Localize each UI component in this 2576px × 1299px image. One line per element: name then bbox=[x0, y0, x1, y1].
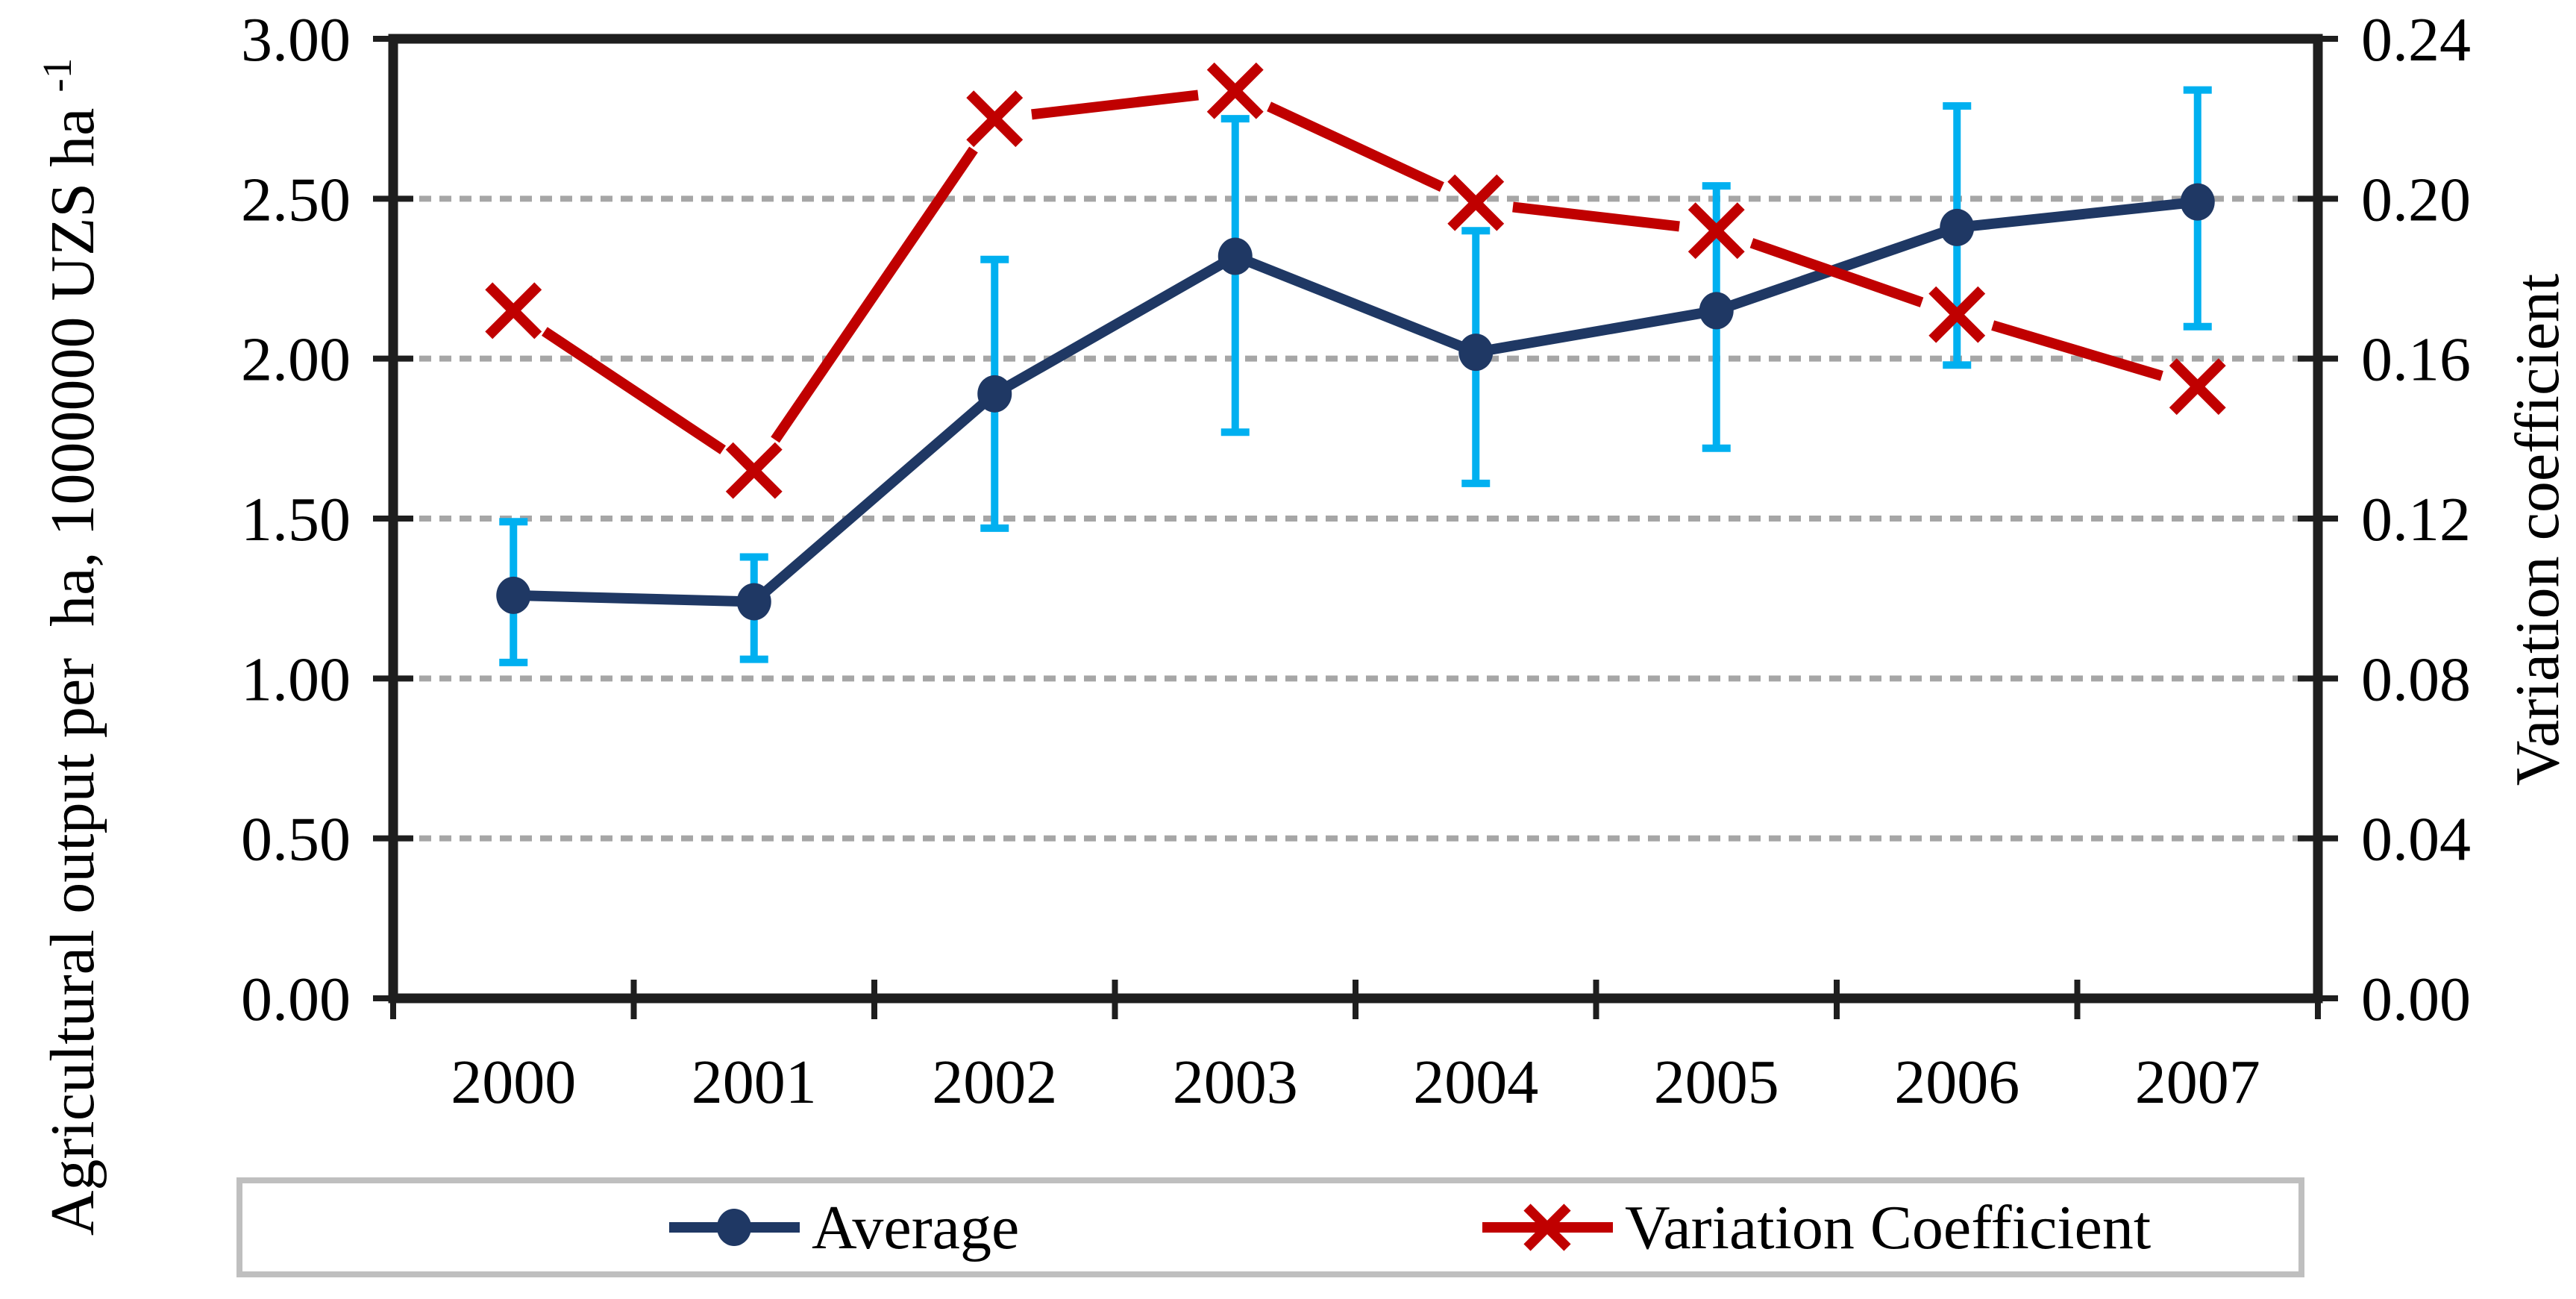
variation-coefficient-point-2001 bbox=[725, 442, 783, 499]
variation-coefficient-legend-marker-icon bbox=[1482, 1203, 1613, 1251]
variation-coefficient-point-2003 bbox=[1206, 62, 1264, 119]
left-axis-tick-label: 1.50 bbox=[241, 485, 351, 554]
x-axis-tick-label: 2002 bbox=[932, 1048, 1057, 1117]
right-axis-title-text: Variation coefficient bbox=[2503, 273, 2572, 786]
right-axis-title: Variation coefficient bbox=[2497, 194, 2576, 866]
variation-coefficient-segment bbox=[1031, 90, 1199, 120]
right-axis-tick-label: 0.00 bbox=[2361, 965, 2471, 1034]
legend-label-average: Average bbox=[812, 1192, 1020, 1262]
x-axis-tick-label: 2007 bbox=[2135, 1048, 2260, 1117]
variation-coefficient-point-2002 bbox=[966, 90, 1024, 148]
right-axis-tick-label: 0.16 bbox=[2361, 325, 2471, 395]
left-axis-tick-label: 0.00 bbox=[241, 965, 351, 1034]
left-axis-tick-label: 1.00 bbox=[241, 645, 351, 714]
x-axis-tick-label: 2001 bbox=[692, 1048, 817, 1117]
variation-coefficient-segment bbox=[542, 327, 726, 454]
variation-coefficient-point-2005 bbox=[1687, 202, 1745, 260]
average-point-2005 bbox=[1699, 292, 1734, 330]
average-line bbox=[513, 196, 2199, 607]
average-legend-marker-icon bbox=[669, 1209, 800, 1246]
right-axis-tick-label: 0.20 bbox=[2361, 165, 2471, 234]
legend-item-average: Average bbox=[669, 1183, 1019, 1271]
variation-coefficient-segment bbox=[1512, 201, 1680, 232]
average-point-2001 bbox=[736, 583, 771, 621]
legend-label-variation-coefficient: Variation Coefficient bbox=[1625, 1192, 2152, 1262]
variation-coefficient-point-2006 bbox=[1928, 286, 1986, 343]
variation-coefficient-point-2007 bbox=[2169, 358, 2226, 416]
left-axis-tick-label: 3.00 bbox=[241, 5, 351, 75]
right-axis-tick-label: 0.04 bbox=[2361, 805, 2471, 874]
x-axis-tick-label: 2006 bbox=[1894, 1048, 2019, 1117]
variation-coefficient-segment bbox=[1991, 320, 2163, 381]
variation-coefficient-segment bbox=[1749, 238, 1924, 307]
variation-coefficient-point-2000 bbox=[485, 282, 542, 339]
average-point-2007 bbox=[2180, 183, 2215, 221]
variation-coefficient-point-2004 bbox=[1447, 174, 1505, 231]
right-axis-tick-label: 0.12 bbox=[2361, 485, 2471, 554]
average-point-2006 bbox=[1940, 208, 1975, 246]
x-axis-tick-label: 2003 bbox=[1173, 1048, 1298, 1117]
left-axis-tick-label: 0.50 bbox=[241, 805, 351, 874]
average-point-2004 bbox=[1458, 334, 1494, 372]
x-axis-tick-label: 2000 bbox=[451, 1048, 576, 1117]
left-axis-tick-label: 2.00 bbox=[241, 325, 351, 395]
variation-coefficient-segment bbox=[1267, 101, 1444, 192]
legend: Average Variation Coefficient bbox=[236, 1177, 2304, 1277]
right-axis-tick-label: 0.08 bbox=[2361, 645, 2471, 714]
left-axis-tick-label: 2.50 bbox=[241, 165, 351, 234]
left-axis-title-text: Agricultural output per ha, 1000000 UZS … bbox=[38, 107, 107, 1236]
legend-item-variation-coefficient: Variation Coefficient bbox=[1482, 1183, 2151, 1271]
average-point-2002 bbox=[977, 375, 1012, 413]
right-axis-tick-label: 0.24 bbox=[2361, 5, 2471, 75]
left-axis-title-superscript: -1 bbox=[34, 57, 80, 93]
left-axis-title: Agricultural output per ha, 1000000 UZS … bbox=[32, 5, 114, 1289]
average-point-2003 bbox=[1218, 237, 1253, 275]
x-axis-tick-label: 2005 bbox=[1654, 1048, 1779, 1117]
variation-coefficient-segment bbox=[771, 146, 978, 443]
average-point-2000 bbox=[496, 576, 531, 614]
x-axis-tick-label: 2004 bbox=[1413, 1048, 1538, 1117]
